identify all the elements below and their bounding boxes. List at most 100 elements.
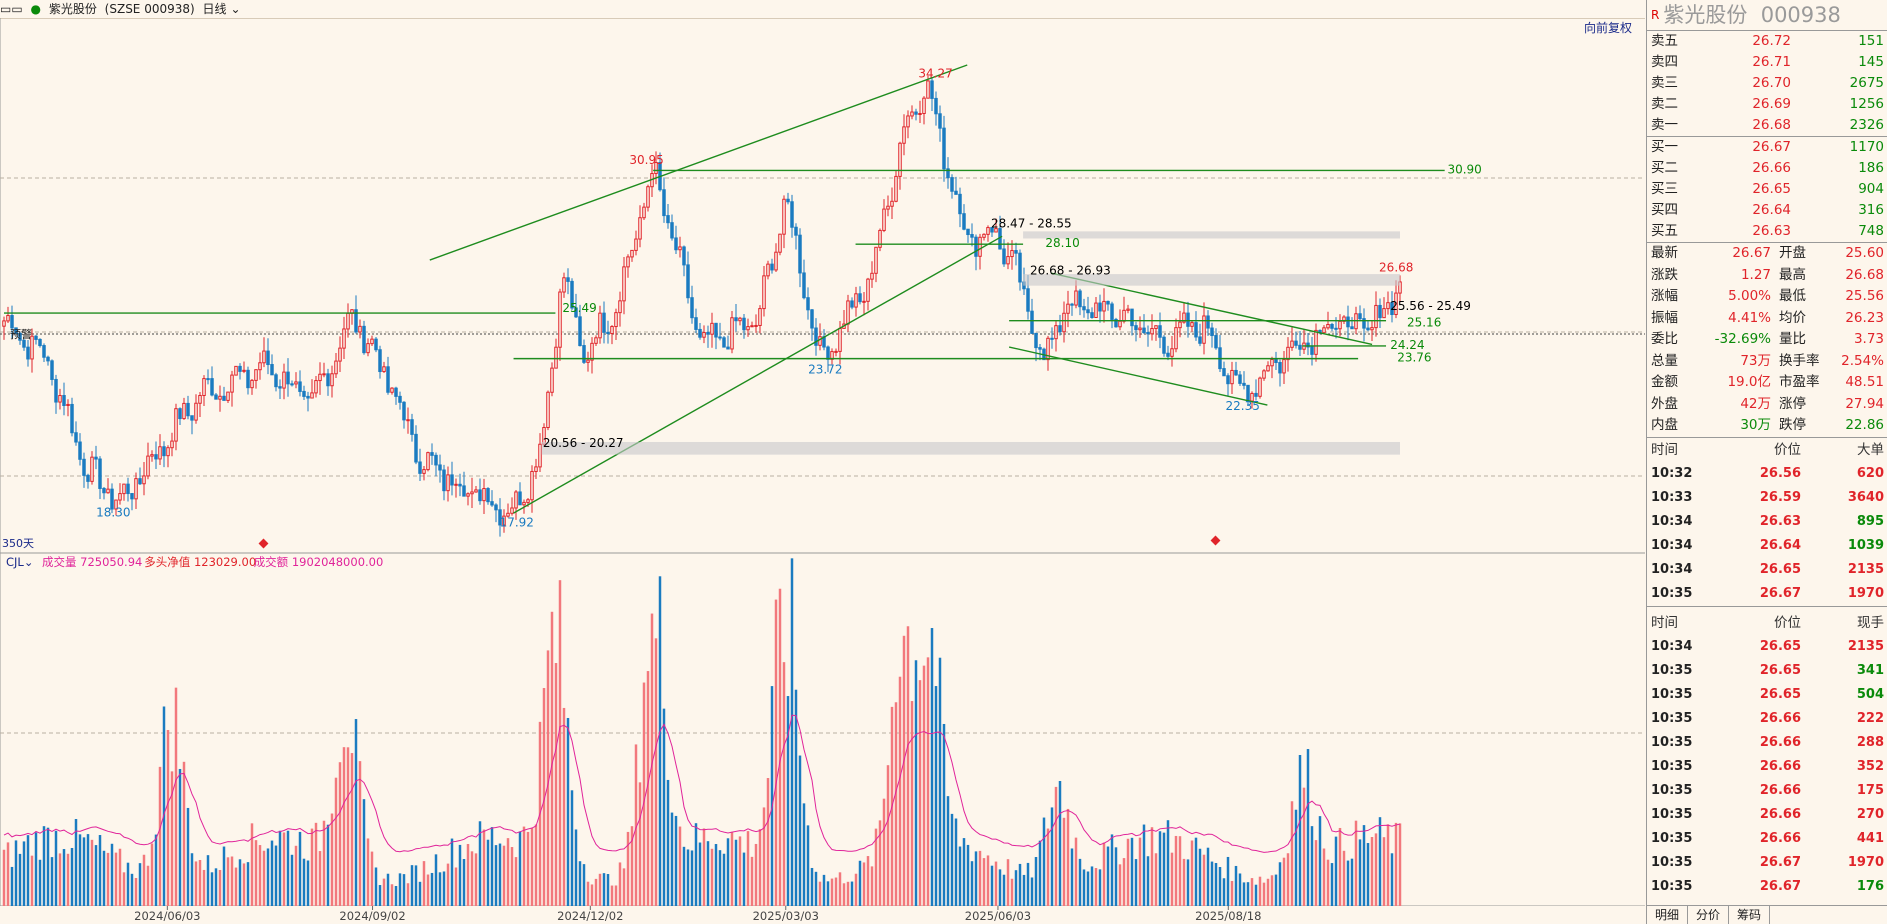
candle-body [742, 317, 746, 331]
tick-price: 26.66 [1759, 782, 1801, 798]
period-selector[interactable]: 日线 ⌄ [202, 2, 241, 16]
volume-bar [1126, 838, 1130, 906]
volume-bar [394, 885, 398, 906]
ask-price: 26.70 [1752, 75, 1791, 91]
candle-body [358, 325, 362, 333]
volume-bar [334, 777, 338, 906]
volume-bar [666, 779, 670, 906]
candle-body [918, 112, 922, 115]
volume-bar [882, 798, 886, 906]
volume-bar [166, 730, 170, 906]
panel-tab[interactable]: 分价 [1688, 906, 1730, 924]
stat-row: 涨跌 1.27 最高 26.68 [1647, 265, 1887, 287]
stat-key: 开盘 [1779, 245, 1806, 261]
volume-bar [850, 881, 854, 906]
volume-bar [1370, 837, 1374, 906]
stat-key: 最低 [1779, 288, 1806, 304]
volume-bar [1358, 839, 1362, 906]
candle-body [1310, 346, 1314, 355]
volume-bar [70, 847, 74, 906]
tick-row: 10:35 26.65 341 [1647, 659, 1887, 683]
volume-bar [1130, 837, 1134, 906]
candle-body [570, 280, 574, 309]
candle-body [1350, 326, 1354, 330]
tick-time: 10:35 [1651, 878, 1693, 894]
candle-body [1346, 316, 1350, 328]
tick-row: 10:35 26.67 176 [1647, 875, 1887, 899]
volume-bar [106, 852, 110, 906]
ask-label: 卖四 [1651, 54, 1678, 70]
volume-bar [426, 874, 430, 906]
volume-bar [570, 790, 574, 906]
volume-bar [554, 663, 558, 906]
price-label: 22.35 [1226, 399, 1260, 413]
big-order-row: 10:35 26.67 1970 [1647, 582, 1887, 606]
volume-bar [1042, 817, 1046, 906]
candle-body [594, 337, 598, 344]
volume-bar [10, 866, 14, 906]
big-order-time: 10:34 [1651, 513, 1693, 529]
candle-body [558, 291, 562, 348]
panel-tab[interactable]: 明细 [1647, 906, 1689, 924]
volume-bar [486, 839, 490, 906]
volume-bar [942, 723, 946, 906]
candle-body [286, 371, 290, 385]
volume-bar [134, 877, 138, 906]
panel-stock-name: 紫光股份 [1663, 3, 1748, 27]
volume-bar [1274, 874, 1278, 906]
volume-bar [1386, 824, 1390, 906]
volume-bar [1310, 826, 1314, 906]
volume-bar [1318, 816, 1322, 906]
panel-tab[interactable]: 筹码 [1729, 906, 1771, 924]
candle-body [510, 507, 514, 514]
candle-body [346, 312, 350, 330]
candle-body [238, 365, 242, 372]
volume-bar [1118, 864, 1122, 906]
volume-bar [566, 717, 570, 906]
volume-bar [210, 872, 214, 906]
layout-icon[interactable]: ▭▭ [0, 2, 23, 16]
volume-bar [750, 856, 754, 906]
candle-body [962, 213, 966, 230]
volume-bar [374, 867, 378, 906]
ask-label: 卖二 [1651, 96, 1678, 112]
candle-body [862, 300, 866, 303]
tick-volume: 441 [1856, 830, 1884, 846]
candle-body [690, 297, 694, 319]
days-label: 350天 [2, 537, 34, 550]
volume-bar [726, 838, 730, 906]
candle-body [1110, 303, 1114, 320]
candle-body [646, 186, 650, 208]
candle-body [950, 177, 954, 192]
candle-body [562, 277, 566, 293]
candle-body [1270, 358, 1274, 367]
volume-bar [354, 719, 358, 906]
volume-bar [506, 838, 510, 906]
candle-body [374, 338, 378, 351]
bid-price: 26.64 [1752, 202, 1791, 218]
volume-bar [606, 874, 610, 906]
kline-chart[interactable]: 34.27 30.95 30.90 28.47 - 28.55 28.10 26.68 -… [0, 18, 1645, 906]
chart-canvas[interactable]: 34.27 30.95 30.90 28.47 - 28.55 28.10 26.68 -… [0, 18, 1645, 906]
candle-body [706, 331, 710, 335]
candle-body [186, 402, 190, 417]
bid-label: 买四 [1651, 202, 1678, 218]
x-tick-label: 2025/08/18 [1195, 909, 1261, 923]
stat-row: 外盘 42万 涨停 27.94 [1647, 394, 1887, 416]
volume-bar [1082, 869, 1086, 906]
alert-label: 预警 [10, 327, 32, 341]
candle-body [830, 351, 834, 360]
big-order-time: 10:34 [1651, 537, 1693, 553]
candle-body [1134, 325, 1138, 331]
candle-body [1198, 336, 1202, 344]
candle-body [222, 395, 226, 401]
stat-value: 22.86 [1845, 417, 1884, 433]
ask-volume: 151 [1858, 33, 1884, 49]
candle-body [478, 489, 482, 502]
volume-bar [378, 885, 382, 906]
candle-body [718, 336, 722, 339]
candle-body [174, 408, 178, 442]
wedge-lower-line [1008, 346, 1268, 406]
candle-body [230, 374, 234, 393]
candle-body [1242, 382, 1246, 386]
